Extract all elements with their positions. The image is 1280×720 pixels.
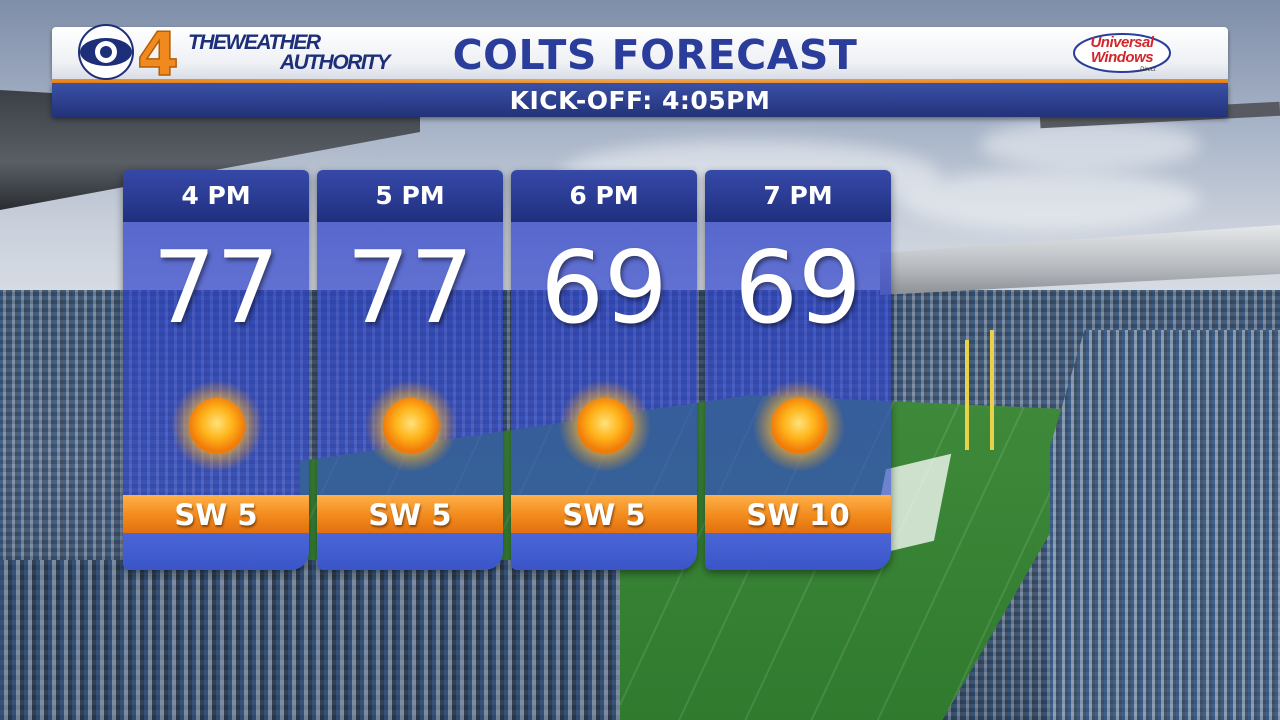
page-title: COLTS FORECAST <box>452 31 858 79</box>
subheader-bar <box>52 83 1228 117</box>
forecast-footer <box>705 533 891 570</box>
brand-line-2: AUTHORITY <box>280 51 391 74</box>
sponsor-line-3: Direct <box>1140 67 1156 73</box>
forecast-panel: 4 PM 77 SW 5 <box>123 170 309 570</box>
forecast-panel: 7 PM 69 SW 10 <box>705 170 891 570</box>
cloud <box>900 170 1200 230</box>
forecast-time: 6 PM <box>511 170 697 222</box>
forecast-temperature: 77 <box>152 229 280 346</box>
forecast-panel: 6 PM 69 SW 5 <box>511 170 697 570</box>
forecast-temperature: 69 <box>540 229 668 346</box>
forecast-temperature: 69 <box>734 229 862 346</box>
stadium-crowd-front <box>0 560 620 720</box>
sponsor-logo <box>1073 33 1171 73</box>
brand-line-1: THEWEATHER <box>188 31 321 54</box>
sunny-icon <box>753 380 845 472</box>
sponsor-name: Universal Windows <box>1075 35 1169 65</box>
cbs4-logo: 4 <box>78 22 180 82</box>
forecast-footer <box>123 533 309 570</box>
stadium-crowd-right <box>1050 330 1280 720</box>
weather-authority-brand: THEWEATHER AUTHORITY <box>188 31 418 79</box>
sponsor-line-1: Universal <box>1090 34 1154 51</box>
header-bar <box>52 27 1228 79</box>
forecast-wind: SW 5 <box>123 495 309 533</box>
forecast-time: 4 PM <box>123 170 309 222</box>
sunny-icon <box>365 380 457 472</box>
forecast-footer <box>511 533 697 570</box>
forecast-time: 7 PM <box>705 170 891 222</box>
forecast-temperature: 77 <box>346 229 474 346</box>
forecast-time: 5 PM <box>317 170 503 222</box>
sunny-icon <box>171 380 263 472</box>
forecast-wind: SW 5 <box>317 495 503 533</box>
forecast-footer <box>317 533 503 570</box>
goalpost <box>965 340 969 450</box>
sponsor-line-2: Windows <box>1090 49 1154 66</box>
station-number: 4 <box>137 22 179 82</box>
kickoff-time: KICK-OFF: 4:05PM <box>509 86 771 115</box>
forecast-wind: SW 5 <box>511 495 697 533</box>
sunny-icon <box>559 380 651 472</box>
header-accent-line <box>52 79 1228 83</box>
goalpost <box>990 330 994 450</box>
forecast-wind: SW 10 <box>705 495 891 533</box>
cloud <box>980 120 1200 170</box>
forecast-panel: 5 PM 77 SW 5 <box>317 170 503 570</box>
